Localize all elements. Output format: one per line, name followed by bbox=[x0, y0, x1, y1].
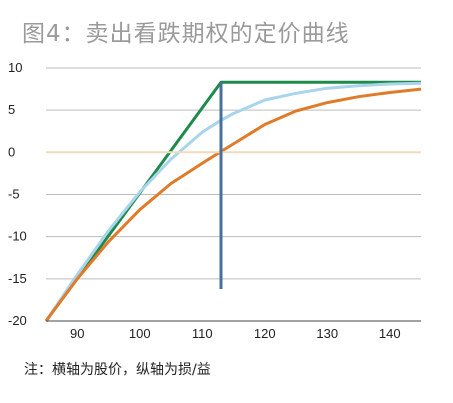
tick-labels: 10 5 0 -5 -10 -15 -20 90 100 110 120 130 140 bbox=[8, 60, 401, 341]
series-lines bbox=[44, 80, 422, 322]
chart-title: 图4：卖出看跌期权的定价曲线 bbox=[22, 21, 350, 47]
x-tick-label: 140 bbox=[379, 326, 401, 341]
x-tick-label: 100 bbox=[129, 326, 151, 341]
y-tick-label: -20 bbox=[8, 313, 27, 328]
payoff-line bbox=[44, 80, 421, 322]
y-tick-label: 0 bbox=[8, 144, 15, 159]
x-tick-label: 130 bbox=[316, 326, 338, 341]
axis-note: 注：横轴为股价，纵轴为损/益 bbox=[24, 362, 211, 378]
y-tick-label: -15 bbox=[8, 271, 27, 286]
y-tick-label: 10 bbox=[8, 60, 22, 75]
x-tick-label: 90 bbox=[70, 326, 84, 341]
price-curve-orange bbox=[44, 87, 422, 322]
price-curve-light-blue bbox=[44, 81, 422, 322]
y-tick-label: -10 bbox=[8, 229, 27, 244]
x-tick-label: 120 bbox=[254, 326, 276, 341]
y-tick-label: -5 bbox=[8, 187, 20, 202]
x-tick-label: 110 bbox=[192, 326, 213, 341]
y-tick-label: 5 bbox=[8, 102, 15, 117]
